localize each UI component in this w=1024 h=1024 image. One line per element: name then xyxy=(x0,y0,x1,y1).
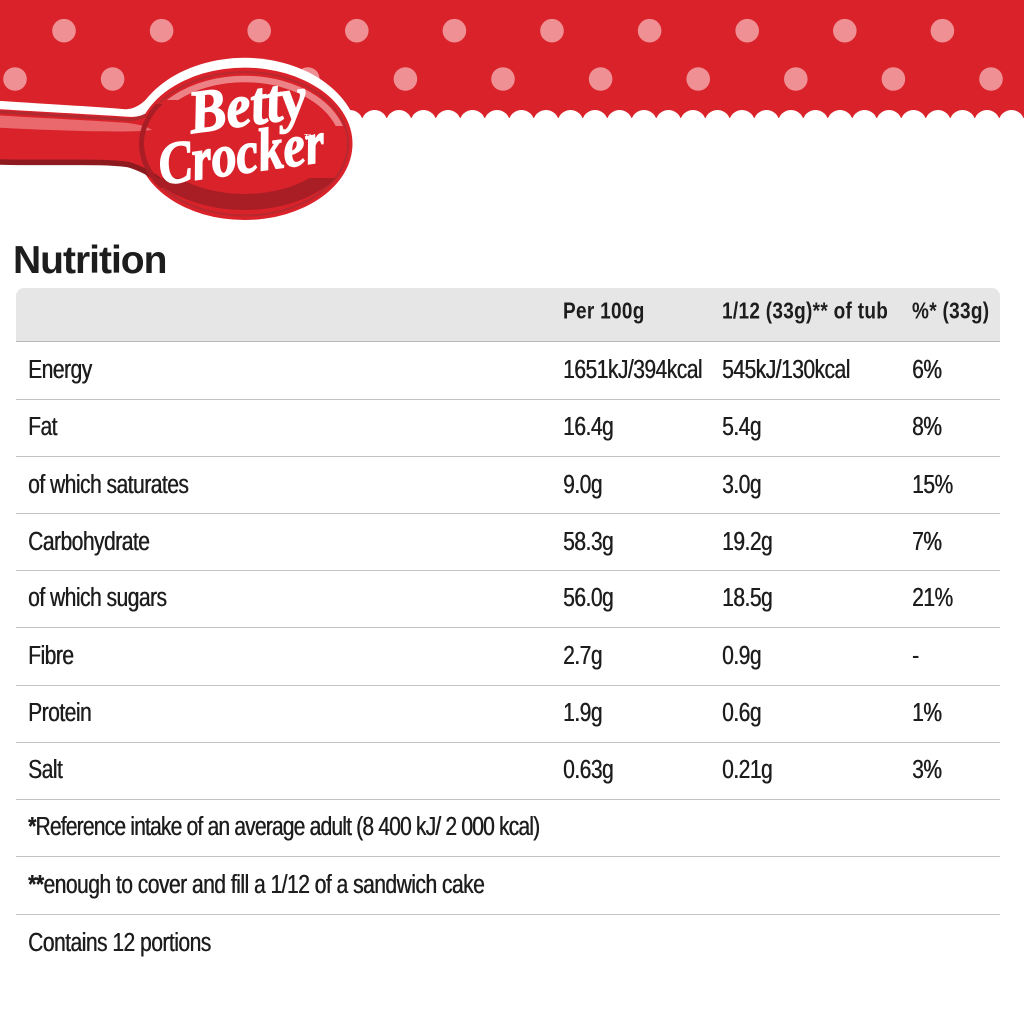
svg-text:TM: TM xyxy=(304,133,316,142)
